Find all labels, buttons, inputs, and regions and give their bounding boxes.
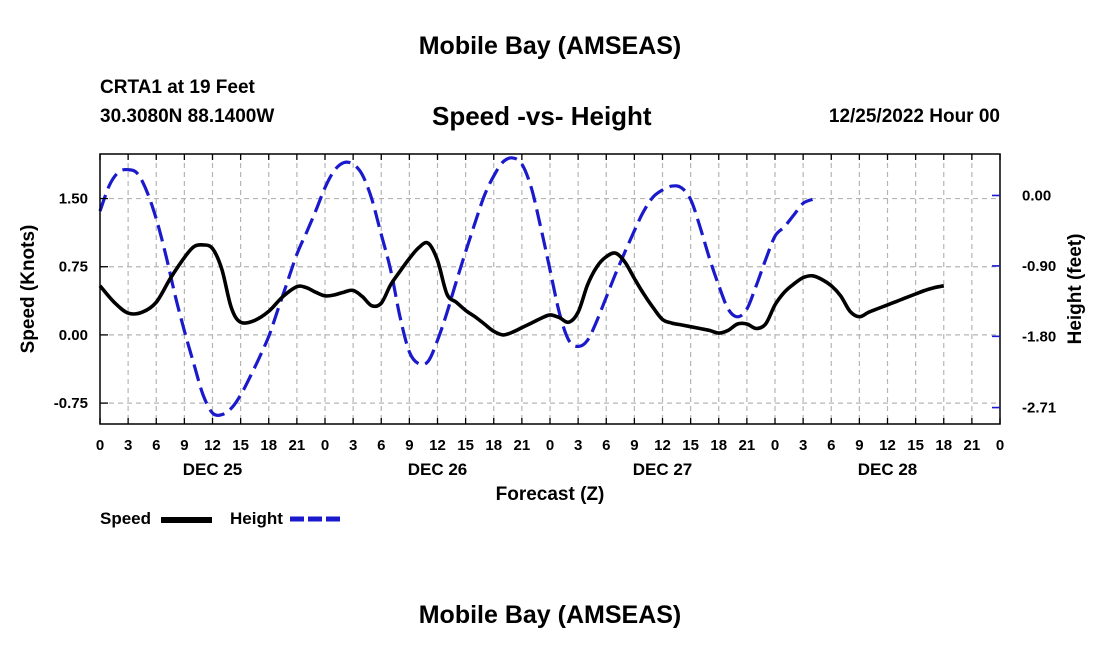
series-speed-line bbox=[98, 240, 945, 337]
y-right-tick-label: -1.80 bbox=[1022, 328, 1056, 345]
x-tick-label: 3 bbox=[574, 437, 582, 454]
x-tick-label: 0 bbox=[771, 437, 779, 454]
station-label: CRTA1 at 19 Feet bbox=[100, 77, 255, 98]
x-tick-label: 12 bbox=[879, 437, 896, 454]
station-coordinates: 30.3080N 88.1400W bbox=[100, 106, 275, 127]
chart-title-top: Mobile Bay (AMSEAS) bbox=[418, 32, 682, 60]
x-tick-label: 21 bbox=[964, 437, 981, 454]
x-tick-label: 18 bbox=[260, 437, 277, 454]
day-label: DEC 26 bbox=[408, 460, 468, 479]
x-tick-label: 18 bbox=[710, 437, 727, 454]
x-tick-label: 12 bbox=[654, 437, 671, 454]
chart-title-bottom: Mobile Bay (AMSEAS) bbox=[418, 601, 682, 629]
day-label: DEC 28 bbox=[858, 460, 918, 479]
y-right-tick-label: -0.90 bbox=[1022, 258, 1056, 275]
x-tick-label: 21 bbox=[514, 437, 531, 454]
x-tick-label: 12 bbox=[429, 437, 446, 454]
x-tick-label: 9 bbox=[855, 437, 863, 454]
x-tick-label: 15 bbox=[457, 437, 474, 454]
y-axis-right-label: Height (feet) bbox=[1065, 234, 1086, 345]
chart-series-layer bbox=[98, 156, 945, 417]
x-tick-label: 6 bbox=[152, 437, 160, 454]
x-tick-label: 0 bbox=[321, 437, 329, 454]
y-left-tick-label: 1.50 bbox=[59, 191, 88, 208]
chart-subtitle: Speed -vs- Height bbox=[432, 101, 652, 131]
series-height-line bbox=[98, 156, 814, 417]
y-right-tick-label: -2.71 bbox=[1022, 400, 1056, 417]
x-axis-label: Forecast (Z) bbox=[496, 484, 605, 505]
x-tick-label: 9 bbox=[405, 437, 413, 454]
y-left-tick-label: 0.00 bbox=[59, 327, 88, 344]
x-tick-label: 15 bbox=[907, 437, 924, 454]
x-tick-label: 15 bbox=[232, 437, 249, 454]
day-label: DEC 25 bbox=[183, 460, 243, 479]
x-tick-label: 0 bbox=[546, 437, 554, 454]
day-label: DEC 27 bbox=[633, 460, 693, 479]
x-tick-label: 21 bbox=[739, 437, 756, 454]
x-tick-label: 6 bbox=[377, 437, 385, 454]
chart-ticks: 0 3 6 9 12 15 18 21 0 3 6 9 12 15 18 21 0 3 6 9 12 15 18 21 0 3 6 9… bbox=[54, 154, 1056, 479]
x-tick-label: 3 bbox=[799, 437, 807, 454]
chart-grid bbox=[100, 154, 1000, 424]
x-tick-label: 9 bbox=[180, 437, 188, 454]
y-left-tick-label: 0.75 bbox=[59, 259, 88, 276]
x-tick-label: 3 bbox=[349, 437, 357, 454]
x-tick-label: 3 bbox=[124, 437, 132, 454]
legend-height-swatch bbox=[290, 516, 344, 522]
x-tick-label: 6 bbox=[602, 437, 610, 454]
x-tick-label: 0 bbox=[996, 437, 1004, 454]
x-tick-label: 6 bbox=[827, 437, 835, 454]
x-tick-label: 12 bbox=[204, 437, 221, 454]
y-right-tick-label: 0.00 bbox=[1022, 187, 1051, 204]
legend-speed-swatch bbox=[161, 517, 212, 523]
legend-speed-label: Speed bbox=[100, 509, 152, 528]
x-tick-label: 18 bbox=[935, 437, 952, 454]
legend-height-label: Height bbox=[230, 509, 283, 528]
x-tick-label: 18 bbox=[485, 437, 502, 454]
x-tick-label: 15 bbox=[682, 437, 699, 454]
x-tick-label: 9 bbox=[630, 437, 638, 454]
run-time-label: 12/25/2022 Hour 00 bbox=[828, 106, 1000, 127]
x-tick-label: 0 bbox=[96, 437, 104, 454]
y-left-tick-label: -0.75 bbox=[54, 395, 88, 412]
y-axis-left-label: Speed (Knots) bbox=[18, 225, 39, 354]
x-tick-label: 21 bbox=[289, 437, 306, 454]
